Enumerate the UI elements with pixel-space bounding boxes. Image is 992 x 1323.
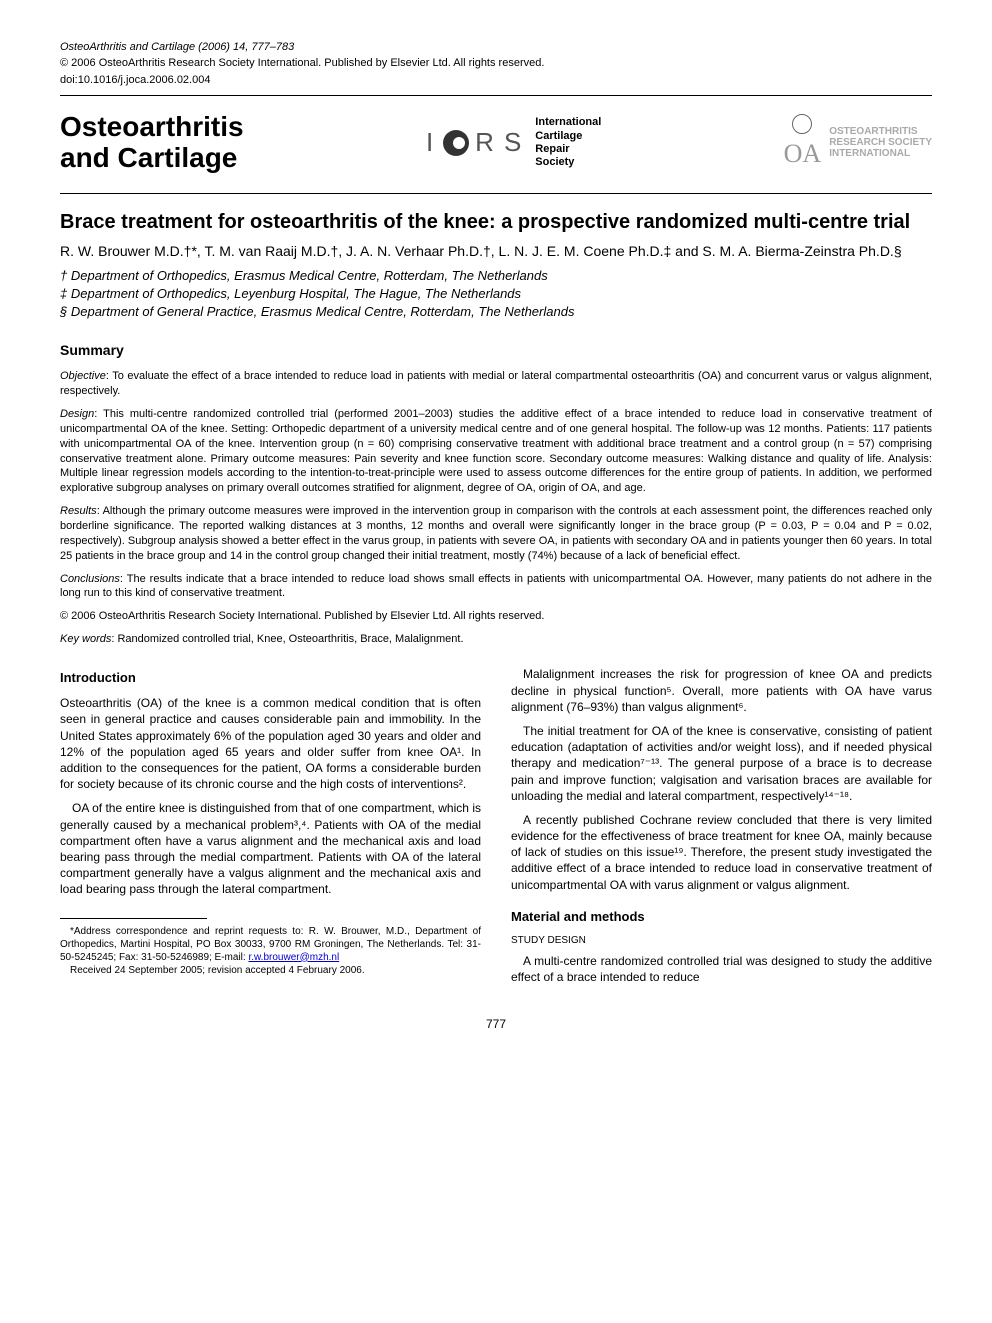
- methods-p1: A multi-centre randomized controlled tri…: [511, 953, 932, 985]
- correspondence-email-link[interactable]: r.w.brouwer@mzh.nl: [248, 952, 339, 963]
- right-column: Malalignment increases the risk for prog…: [511, 666, 932, 993]
- icrs-full-name: International Cartilage Repair Society: [535, 116, 601, 169]
- copyright-line: © 2006 OsteoArthritis Research Society I…: [60, 56, 932, 70]
- intro-p1: Osteoarthritis (OA) of the knee is a com…: [60, 695, 481, 792]
- conclusions-text: : The results indicate that a brace inte…: [60, 573, 932, 600]
- header-divider: [60, 193, 932, 194]
- ors-logo-mark: OA: [784, 114, 822, 171]
- affiliation-2: ‡ Department of Orthopedics, Leyenburg H…: [60, 285, 932, 303]
- summary-heading: Summary: [60, 341, 932, 359]
- footnote-divider: [60, 918, 207, 919]
- keywords: Key words: Randomized controlled trial, …: [60, 632, 932, 646]
- icrs-letters: I R S: [426, 126, 525, 160]
- globe-icon: [792, 114, 812, 134]
- correspondence-footnote: *Address correspondence and reprint requ…: [60, 925, 481, 964]
- icrs-line4: Society: [535, 156, 601, 169]
- summary-objective: Objective: To evaluate the effect of a b…: [60, 369, 932, 399]
- icrs-logo-block: I R S International Cartilage Repair Soc…: [426, 116, 601, 169]
- journal-header: Osteoarthritis and Cartilage I R S Inter…: [60, 112, 932, 174]
- ors-line1: OSTEOARTHRITIS: [829, 126, 932, 137]
- keywords-label: Key words: [60, 633, 111, 645]
- summary-copyright: © 2006 OsteoArthritis Research Society I…: [60, 609, 932, 624]
- ors-line2: RESEARCH SOCIETY: [829, 137, 932, 148]
- icrs-i: I: [426, 126, 437, 160]
- icrs-line2: Cartilage: [535, 130, 601, 143]
- journal-title-line1: Osteoarthritis: [60, 112, 244, 143]
- article-title: Brace treatment for osteoarthritis of th…: [60, 210, 932, 234]
- journal-title-line2: and Cartilage: [60, 143, 244, 174]
- introduction-heading: Introduction: [60, 670, 481, 687]
- summary-conclusions: Conclusions: The results indicate that a…: [60, 572, 932, 602]
- icrs-line3: Repair: [535, 143, 601, 156]
- authors-line: R. W. Brouwer M.D.†*, T. M. van Raaij M.…: [60, 242, 932, 260]
- conclusions-label: Conclusions: [60, 573, 120, 585]
- keywords-text: : Randomized controlled trial, Knee, Ost…: [111, 633, 463, 645]
- icrs-s: S: [504, 126, 525, 160]
- ors-logo-text: OA: [784, 139, 822, 168]
- left-column: Introduction Osteoarthritis (OA) of the …: [60, 666, 481, 993]
- intro-p3: Malalignment increases the risk for prog…: [511, 666, 932, 715]
- ors-full-name: OSTEOARTHRITIS RESEARCH SOCIETY INTERNAT…: [829, 126, 932, 159]
- received-footnote: Received 24 September 2005; revision acc…: [60, 964, 481, 977]
- design-label: Design: [60, 408, 94, 420]
- methods-heading: Material and methods: [511, 909, 932, 926]
- icrs-c-icon: [443, 130, 469, 156]
- doi-line: doi:10.1016/j.joca.2006.02.004: [60, 73, 932, 87]
- body-columns: Introduction Osteoarthritis (OA) of the …: [60, 666, 932, 993]
- intro-p2: OA of the entire knee is distinguished f…: [60, 800, 481, 897]
- design-text: : This multi-centre randomized controlle…: [60, 408, 932, 494]
- icrs-line1: International: [535, 116, 601, 129]
- ors-line3: INTERNATIONAL: [829, 148, 932, 159]
- summary-design: Design: This multi-centre randomized con…: [60, 407, 932, 496]
- results-text: : Although the primary outcome measures …: [60, 505, 932, 562]
- page-number: 777: [60, 1017, 932, 1033]
- ors-logo-block: OA OSTEOARTHRITIS RESEARCH SOCIETY INTER…: [784, 114, 932, 171]
- results-label: Results: [60, 505, 97, 517]
- journal-title: Osteoarthritis and Cartilage: [60, 112, 244, 174]
- citation-line: OsteoArthritis and Cartilage (2006) 14, …: [60, 40, 932, 54]
- objective-text: : To evaluate the effect of a brace inte…: [60, 370, 932, 397]
- affiliation-1: † Department of Orthopedics, Erasmus Med…: [60, 267, 932, 285]
- icrs-r: R: [475, 126, 498, 160]
- intro-p4: The initial treatment for OA of the knee…: [511, 723, 932, 804]
- top-divider: [60, 95, 932, 96]
- objective-label: Objective: [60, 370, 106, 382]
- affiliation-3: § Department of General Practice, Erasmu…: [60, 303, 932, 321]
- affiliations: † Department of Orthopedics, Erasmus Med…: [60, 267, 932, 322]
- study-design-subheading: STUDY DESIGN: [511, 934, 932, 947]
- intro-p5: A recently published Cochrane review con…: [511, 812, 932, 893]
- summary-results: Results: Although the primary outcome me…: [60, 504, 932, 563]
